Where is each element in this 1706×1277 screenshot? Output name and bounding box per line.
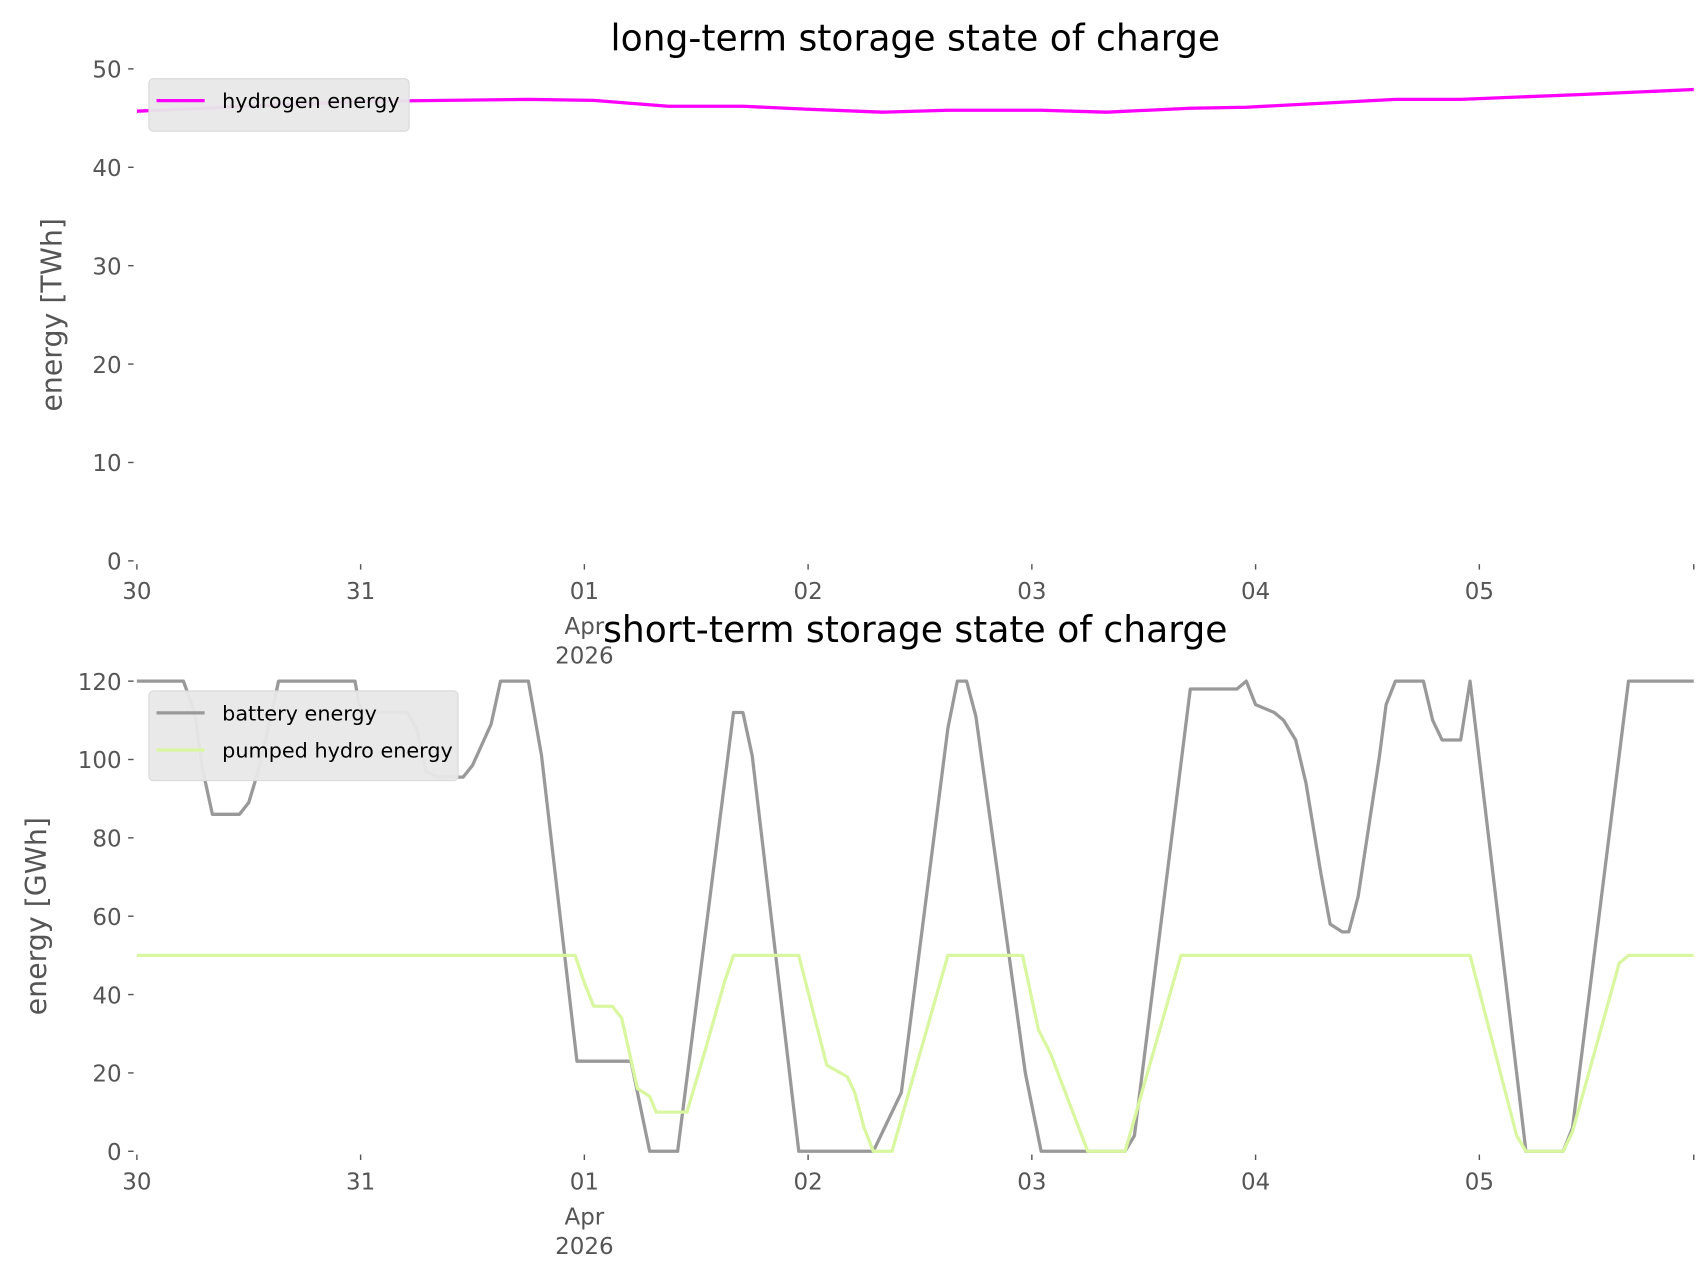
legend: battery energy pumped hydro energy <box>148 690 459 782</box>
y-tick-label: 20 <box>92 353 121 379</box>
chart-title: short-term storage state of charge <box>603 609 1227 651</box>
chart-title: long-term storage state of charge <box>611 17 1221 59</box>
x-tick-label: 30 <box>122 579 151 605</box>
legend-label: pumped hydro energy <box>222 739 453 763</box>
y-axis-label: energy [GWh] <box>20 817 53 1015</box>
x-tick-label: 03 <box>1017 579 1046 605</box>
x-tick-label: 05 <box>1465 1170 1494 1196</box>
y-tick-label: 10 <box>92 451 121 477</box>
legend-label: battery energy <box>222 701 377 725</box>
y-tick-label: 30 <box>92 254 121 280</box>
y-tick-label: 50 <box>92 58 121 84</box>
y-tick-label: 80 <box>92 827 121 853</box>
y-tick-label: 120 <box>78 670 122 696</box>
x-tick-label: 30 <box>122 1170 151 1196</box>
x-tick-year: 2026 <box>555 644 613 670</box>
x-tick-label: 31 <box>346 579 375 605</box>
series-line-pumped-hydro-energy <box>136 953 1694 1153</box>
y-tick-label: 40 <box>92 983 121 1009</box>
y-tick-label: 40 <box>92 156 121 182</box>
x-tick-label: 03 <box>1017 1170 1046 1196</box>
x-tick-label: 02 <box>794 579 823 605</box>
legend-box <box>148 690 459 782</box>
x-tick-label: 01 <box>570 579 599 605</box>
x-tick-label: 01 <box>570 1170 599 1196</box>
y-tick-label: 0 <box>107 550 122 576</box>
y-tick-label: 20 <box>92 1062 121 1088</box>
legend-label: hydrogen energy <box>222 89 399 113</box>
legend: hydrogen energy <box>148 78 410 132</box>
y-tick-label: 60 <box>92 905 121 931</box>
x-tick-label: 02 <box>794 1170 823 1196</box>
x-tick-year: 2026 <box>555 1234 613 1260</box>
x-tick-label: 04 <box>1241 579 1270 605</box>
x-tick-label: 31 <box>346 1170 375 1196</box>
x-tick-label: 04 <box>1241 1170 1270 1196</box>
x-tick-month: Apr <box>565 1205 605 1231</box>
y-tick-label: 0 <box>107 1140 122 1166</box>
x-tick-month: Apr <box>565 614 605 640</box>
x-tick-label: 05 <box>1465 579 1494 605</box>
long-term-storage-panel: long-term storage state of charge energy … <box>35 17 1695 670</box>
legend-box <box>148 78 410 132</box>
series-line-hydrogen-energy <box>136 87 1694 114</box>
short-term-storage-panel: short-term storage state of charge energy… <box>20 609 1695 1260</box>
y-tick-label: 100 <box>78 748 122 774</box>
y-axis-label: energy [TWh] <box>35 218 68 412</box>
